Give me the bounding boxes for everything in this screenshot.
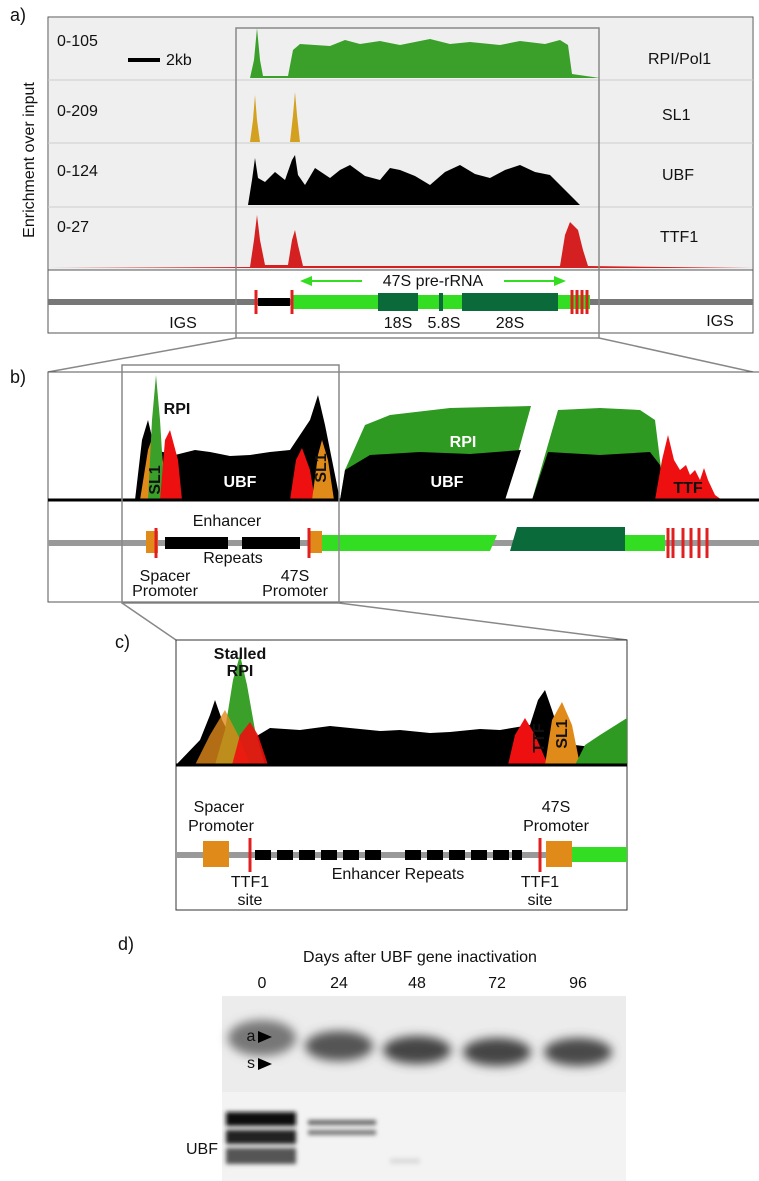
element-label: site bbox=[528, 892, 553, 909]
ubf-area bbox=[532, 452, 665, 500]
enhancer-repeat bbox=[242, 537, 300, 549]
flank-label: IGS bbox=[169, 315, 197, 332]
ubf-bands bbox=[308, 1130, 376, 1135]
lane-label: 96 bbox=[569, 975, 587, 992]
28s-region bbox=[510, 527, 625, 551]
promoter bbox=[546, 841, 572, 867]
element-label: Spacer bbox=[194, 799, 245, 816]
lane-label: 72 bbox=[488, 975, 506, 992]
lane-label: 48 bbox=[408, 975, 426, 992]
enhancer-repeats bbox=[343, 850, 359, 860]
peak-label: RPI bbox=[227, 663, 254, 680]
gene-label: 5.8S bbox=[428, 315, 461, 332]
track-range: 0-124 bbox=[57, 163, 98, 180]
track-name: UBF bbox=[662, 167, 694, 184]
element-label: TTF1 bbox=[231, 874, 269, 891]
panel-label: b) bbox=[10, 367, 26, 387]
blot-label: UBF bbox=[186, 1141, 218, 1158]
enhancer-repeats bbox=[512, 850, 522, 860]
enhancer-repeats bbox=[405, 850, 421, 860]
rrna-bands bbox=[544, 1038, 612, 1066]
element-label: 47S bbox=[542, 799, 570, 816]
enhancer-repeats bbox=[493, 850, 509, 860]
element-label: Promoter bbox=[523, 818, 589, 835]
promoter bbox=[310, 531, 322, 553]
47s-region bbox=[625, 535, 665, 551]
ubf-bands bbox=[226, 1130, 296, 1144]
peak-label: TTF bbox=[673, 480, 703, 497]
ubf-bands bbox=[308, 1120, 376, 1125]
transcript-label: 47S pre-rRNA bbox=[383, 273, 484, 290]
blot-title: Days after UBF gene inactivation bbox=[303, 949, 537, 966]
gene-5-8s bbox=[439, 293, 443, 311]
page: {"panel_a": {"label": "a)", "y_axis_labe… bbox=[0, 0, 759, 1181]
element-label: Repeats bbox=[203, 550, 263, 567]
zoom-line bbox=[122, 603, 176, 640]
element-label: Promoter bbox=[262, 583, 328, 600]
enhancer-repeats bbox=[427, 850, 443, 860]
promoter bbox=[203, 841, 229, 867]
track-name: SL1 bbox=[662, 107, 691, 124]
scale-bar-label: 2kb bbox=[166, 52, 192, 69]
panel-label: a) bbox=[10, 5, 26, 25]
gene-label: 28S bbox=[496, 315, 524, 332]
enhancer-repeats bbox=[449, 850, 465, 860]
igs-block bbox=[258, 298, 290, 306]
ubf-bands bbox=[226, 1112, 296, 1126]
y-axis-label: Enrichment over input bbox=[21, 82, 38, 238]
peak-label: UBF bbox=[370, 765, 403, 782]
enhancer-repeats bbox=[277, 850, 293, 860]
band-label: a bbox=[247, 1028, 256, 1045]
enhancer-repeats bbox=[321, 850, 337, 860]
47s-region bbox=[572, 847, 627, 862]
lane-label: 0 bbox=[258, 975, 267, 992]
zoom-line bbox=[599, 338, 753, 372]
panel-label: d) bbox=[118, 934, 134, 954]
peak-label: UBF bbox=[224, 474, 257, 491]
element-label: Promoter bbox=[188, 818, 254, 835]
track-name: TTF1 bbox=[660, 229, 698, 246]
track-range: 0-27 bbox=[57, 219, 89, 236]
ubf-bands bbox=[390, 1158, 420, 1164]
peak-label: SL1 bbox=[313, 453, 330, 482]
lane-label: 24 bbox=[330, 975, 348, 992]
track-name: RPI/Pol1 bbox=[648, 51, 711, 68]
element-label: Enhancer bbox=[193, 513, 262, 530]
peak-label: RPI bbox=[164, 401, 191, 418]
enhancer-repeats bbox=[299, 850, 315, 860]
gene-18s bbox=[378, 293, 418, 311]
enhancer-repeats bbox=[471, 850, 487, 860]
rrna-bands bbox=[383, 1036, 451, 1064]
rrna-bands bbox=[305, 1031, 373, 1061]
peak-label: TTF bbox=[531, 723, 548, 753]
gene-label: 18S bbox=[384, 315, 412, 332]
element-label: Enhancer Repeats bbox=[332, 866, 465, 883]
zoom-line bbox=[48, 338, 236, 372]
band-label: s bbox=[247, 1055, 255, 1072]
ubf-bands bbox=[226, 1148, 296, 1164]
47s-region bbox=[322, 535, 497, 551]
zoom-line bbox=[339, 603, 627, 640]
element-label: site bbox=[238, 892, 263, 909]
rrna-bands bbox=[463, 1038, 531, 1066]
peak-label: Stalled bbox=[214, 646, 266, 663]
track-range: 0-105 bbox=[57, 33, 98, 50]
gene-28s bbox=[462, 293, 558, 311]
enhancer-repeats bbox=[365, 850, 381, 860]
peak-label: SL1 bbox=[147, 465, 164, 494]
flank-label: IGS bbox=[706, 313, 734, 330]
enhancer-repeats bbox=[255, 850, 271, 860]
element-label: Promoter bbox=[132, 583, 198, 600]
peak-label: RPI bbox=[450, 434, 477, 451]
figure: a) Enrichment over input 0-105 0-209 0-1… bbox=[0, 0, 759, 1181]
peak-label: SL1 bbox=[554, 719, 571, 748]
track-range: 0-209 bbox=[57, 103, 98, 120]
peak-label: UBF bbox=[431, 474, 464, 491]
element-label: TTF1 bbox=[521, 874, 559, 891]
enhancer-repeat bbox=[165, 537, 228, 549]
panel-label: c) bbox=[115, 632, 130, 652]
